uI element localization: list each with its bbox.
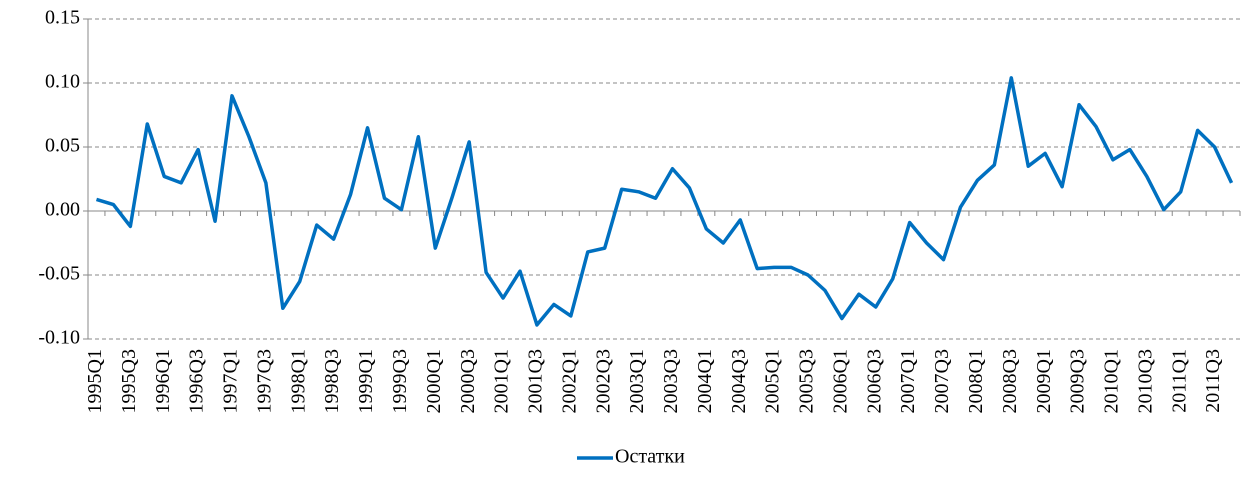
x-tick-label: 2008Q1 [965, 349, 987, 413]
x-tick-label: 2003Q1 [626, 349, 648, 413]
x-tick-label: 2000Q3 [457, 349, 479, 413]
x-tick-label: 1998Q1 [287, 349, 309, 413]
x-tick-label: 1997Q1 [220, 349, 242, 413]
x-tick-label: 2005Q3 [796, 349, 818, 413]
x-tick-label: 2001Q3 [525, 349, 547, 413]
x-tick-label: 1999Q3 [389, 349, 411, 413]
x-tick-label: 2001Q1 [491, 349, 513, 413]
x-tick-label: 1995Q3 [118, 349, 140, 413]
x-tick-label: 2003Q3 [660, 349, 682, 413]
x-tick-label: 2000Q1 [423, 349, 445, 413]
x-tick-label: 2009Q1 [1033, 349, 1055, 413]
line [95, 76, 1234, 327]
y-tick-label: 0.05 [45, 135, 80, 157]
legend-label: Остатки [615, 446, 685, 468]
x-tick-label: 2006Q3 [863, 349, 885, 413]
y-tick-label: 0.00 [45, 199, 80, 221]
x-tick-label: 2008Q3 [999, 349, 1021, 413]
y-tick-label: 0.10 [45, 71, 80, 93]
x-tick-label: 1995Q1 [84, 349, 106, 413]
x-tick-label: 2005Q1 [762, 349, 784, 413]
x-tick-label: 2011Q1 [1168, 349, 1190, 413]
x-tick-label: 1999Q1 [355, 349, 377, 413]
x-tick-label: 1996Q3 [186, 349, 208, 413]
x-tick-label: 2002Q1 [558, 349, 580, 413]
x-tick-label: 2006Q1 [829, 349, 851, 413]
y-tick-label: 0.15 [45, 7, 80, 29]
x-tick-label: 2007Q3 [931, 349, 953, 413]
x-tick-label: 2010Q1 [1101, 349, 1123, 413]
x-tick-label: 1998Q3 [321, 349, 343, 413]
x-tick-label: 2011Q3 [1202, 349, 1224, 413]
x-tick-label: 2004Q3 [728, 349, 750, 413]
x-tick-label: 2009Q3 [1067, 349, 1089, 413]
x-tick-label: 2007Q1 [897, 349, 919, 413]
y-tick-label: -0.05 [38, 263, 80, 285]
x-tick-label: 1997Q3 [253, 349, 275, 413]
y-tick-label: -0.10 [38, 327, 80, 349]
x-tick-label: 1996Q1 [152, 349, 174, 413]
x-tick-label: 2002Q3 [592, 349, 614, 413]
x-tick-label: 2004Q1 [694, 349, 716, 413]
x-tick-label: 2010Q3 [1134, 349, 1156, 413]
